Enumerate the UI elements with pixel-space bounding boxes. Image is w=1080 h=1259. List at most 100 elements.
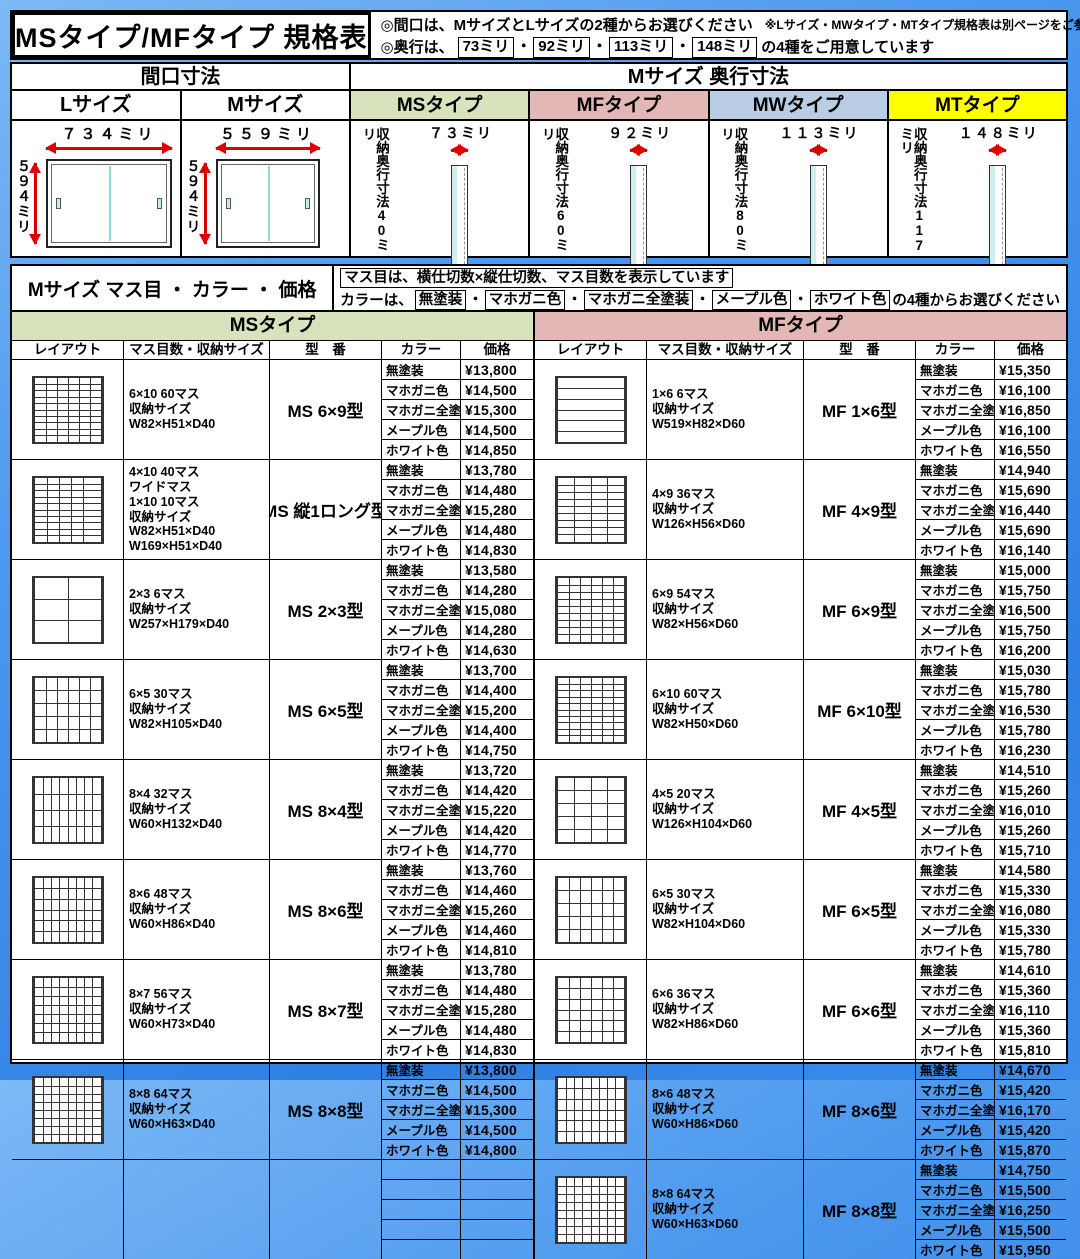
size-desc-line: 6×5 30マス <box>652 887 798 902</box>
color-stack-cell: 無塗装マホガニ色マホガニ全塗装メープル色ホワイト色 <box>916 560 995 659</box>
opening-size-column: Lサイズ ７３４ミリ ５９４ミリ <box>12 91 182 256</box>
list-separator: ・ <box>590 38 609 55</box>
grid-cell <box>90 435 101 441</box>
color-label <box>382 1200 460 1220</box>
grid-cell <box>591 1202 599 1210</box>
price-value: ¥15,330 <box>995 880 1066 900</box>
grid-cell <box>68 435 79 441</box>
grid-cell <box>566 1120 574 1131</box>
size-desc-line: 6×10 60マス <box>652 687 798 702</box>
grid-cell <box>76 1094 84 1102</box>
grid-cell <box>569 978 580 989</box>
grid-cell <box>602 613 613 620</box>
price-stack-cell: ¥14,670¥15,420¥16,170¥15,420¥15,870 <box>995 1060 1066 1159</box>
opening-size-label: Mサイズ <box>182 91 350 121</box>
model-number-cell: MF 6×9型 <box>804 560 916 659</box>
grid-cell <box>569 1020 580 1031</box>
grid-cell <box>84 810 92 826</box>
grid-cell <box>35 1014 43 1023</box>
size-desc-line: W519×H82×D60 <box>652 417 798 432</box>
grid-cell <box>558 599 569 606</box>
grid-cell <box>558 578 569 585</box>
color-label: マホガニ全塗装 <box>916 1100 994 1120</box>
size-desc-line: W60×H86×D60 <box>652 1117 798 1132</box>
price-value: ¥16,100 <box>995 420 1066 440</box>
grid-cell <box>566 1218 574 1226</box>
column-header: マス目数・収納サイズ <box>647 341 804 359</box>
grid-cell <box>76 1126 84 1134</box>
grid-cell <box>591 978 602 989</box>
grid-cell <box>574 534 591 541</box>
depth-option-badge: 92ミリ <box>533 37 590 58</box>
grid-cell <box>92 1110 100 1118</box>
grid-cell <box>591 1078 599 1089</box>
depth-option-badge: 148ミリ <box>692 37 757 58</box>
grid-cell <box>591 1194 599 1202</box>
size-desc-line: 収納サイズ <box>652 902 798 917</box>
size-desc-line: 6×6 36マス <box>652 987 798 1002</box>
grid-cell <box>35 878 43 889</box>
grid-cell <box>76 1134 84 1142</box>
price-value: ¥16,850 <box>995 400 1066 420</box>
grid-cell <box>84 1086 92 1094</box>
price-value: ¥15,500 <box>995 1220 1066 1240</box>
grid-cell <box>68 1102 76 1110</box>
grid-cell <box>574 1194 582 1202</box>
grid-cell <box>558 1218 566 1226</box>
grid-cell <box>68 996 76 1005</box>
grid-cell <box>574 803 591 816</box>
grid-cell <box>558 816 575 829</box>
grid-cell <box>569 592 580 599</box>
storage-depth-label: 収納奥行寸法60ミリ <box>540 127 567 256</box>
size-desc-line: 6×10 60マス <box>129 387 264 402</box>
depth-diagram: 収納奥行寸法40ミリ ７３ミリ <box>351 121 528 256</box>
grid-layout-thumbnail <box>32 476 104 544</box>
grid-cell <box>582 1131 590 1142</box>
grid-cell <box>76 888 84 899</box>
grid-cell <box>51 878 59 889</box>
grid-cell <box>35 1078 43 1086</box>
grid-cell <box>613 1031 624 1042</box>
grid-cell <box>90 678 101 691</box>
grid-cell <box>46 678 57 691</box>
header-band: MSタイプ/MFタイプ 規格表 ◎間口は、MサイズとLサイズの2種からお選びくだ… <box>10 10 1068 60</box>
grid-cell <box>569 890 580 903</box>
price-value: ¥15,260 <box>995 780 1066 800</box>
grid-cell <box>566 1234 574 1242</box>
grid-cell <box>558 1226 566 1234</box>
grid-cell <box>68 1094 76 1102</box>
grid-cell <box>607 1186 615 1194</box>
grid-cell <box>51 1110 59 1118</box>
price-value: ¥15,810 <box>995 1040 1066 1059</box>
depth-panel-drawing <box>630 165 647 277</box>
price-value: ¥15,690 <box>995 520 1066 540</box>
price-value: ¥14,630 <box>461 640 533 659</box>
price-stack-cell: ¥13,760¥14,460¥15,260¥14,460¥14,810 <box>461 860 535 959</box>
price-value: ¥14,500 <box>461 1080 533 1100</box>
color-label: マホガニ全塗装 <box>382 1100 460 1120</box>
color-stack-cell: 無塗装マホガニ色マホガニ全塗装メープル色ホワイト色 <box>916 360 995 459</box>
color-label: 無塗装 <box>916 760 994 780</box>
grid-cell <box>35 778 43 794</box>
color-label: メープル色 <box>916 420 994 440</box>
grid-cell <box>613 903 624 916</box>
grid-cell <box>51 1126 59 1134</box>
grid-cell <box>574 816 591 829</box>
grid-cell <box>591 999 602 1010</box>
grid-cell <box>582 1226 590 1234</box>
price-value: ¥15,280 <box>461 500 533 520</box>
grid-cell <box>558 1202 566 1210</box>
grid-cell <box>59 996 67 1005</box>
grid-cell <box>76 920 84 931</box>
grid-cell <box>613 634 624 641</box>
grid-cell <box>558 890 569 903</box>
grid-cell <box>582 1120 590 1131</box>
grid-cell <box>615 1131 623 1142</box>
color-label: マホガニ全塗装 <box>916 1000 994 1020</box>
price-value: ¥13,700 <box>461 660 533 680</box>
layout-cell <box>535 1160 647 1259</box>
size-desc-line: 1×10 10マス <box>129 495 264 510</box>
grid-cell <box>558 1131 566 1142</box>
